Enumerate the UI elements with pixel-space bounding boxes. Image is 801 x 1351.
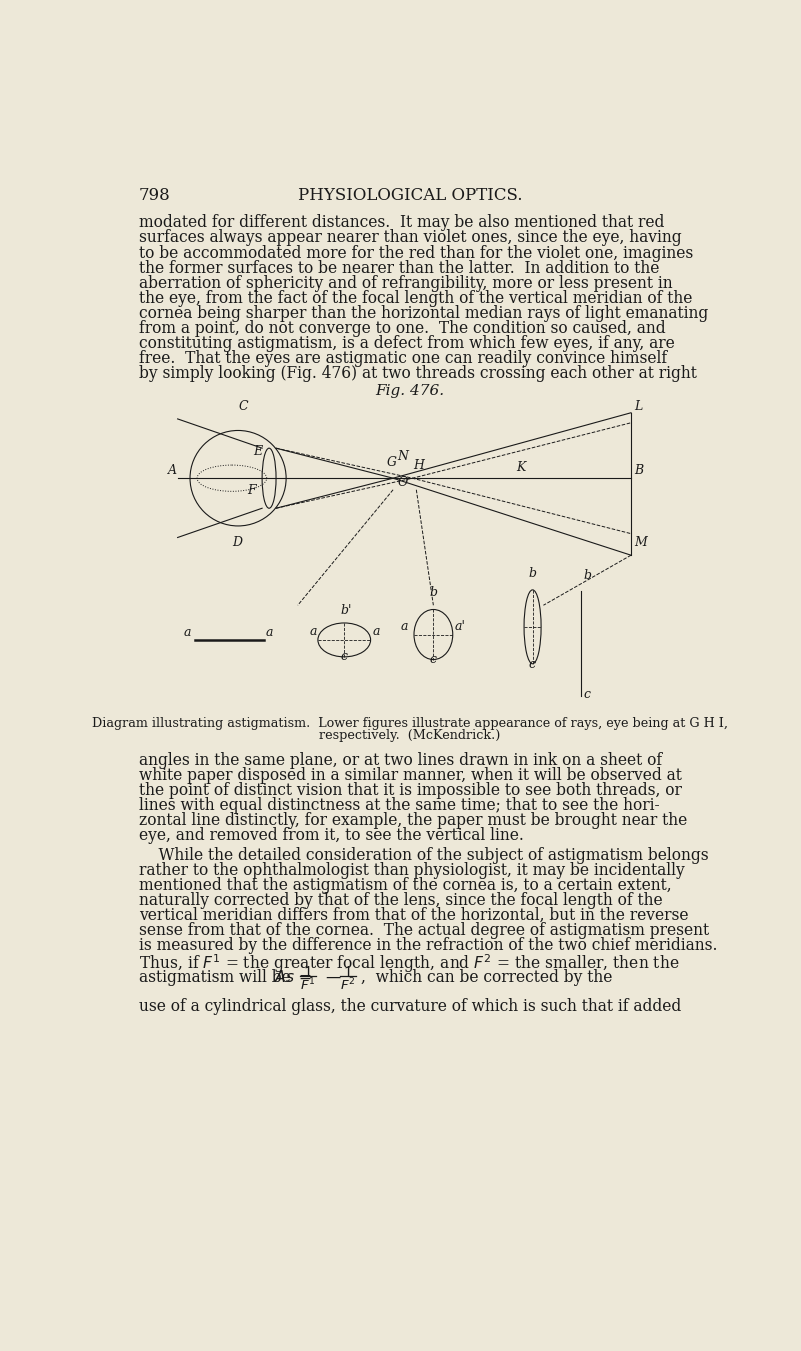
Text: b: b <box>584 569 592 582</box>
Text: constituting astigmatism, is a defect from which few eyes, if any, are: constituting astigmatism, is a defect fr… <box>139 335 674 351</box>
Text: Diagram illustrating astigmatism.  Lower figures illustrate appearance of rays, : Diagram illustrating astigmatism. Lower … <box>92 717 728 730</box>
Text: 1: 1 <box>344 966 352 981</box>
Text: naturally corrected by that of the lens, since the focal length of the: naturally corrected by that of the lens,… <box>139 892 662 909</box>
Text: M: M <box>634 536 647 549</box>
Text: white paper disposed in a similar manner, when it will be observed at: white paper disposed in a similar manner… <box>139 767 682 785</box>
Text: Thus, if $F^1$ = the greater focal length, and $F^2$ = the smaller, then the: Thus, if $F^1$ = the greater focal lengt… <box>139 952 679 975</box>
Text: While the detailed consideration of the subject of astigmatism belongs: While the detailed consideration of the … <box>139 847 709 865</box>
Text: PHYSIOLOGICAL OPTICS.: PHYSIOLOGICAL OPTICS. <box>298 186 522 204</box>
Text: c: c <box>584 688 590 701</box>
Text: B: B <box>634 465 643 477</box>
Text: a: a <box>309 626 317 638</box>
Text: from a point, do not converge to one.  The condition so caused, and: from a point, do not converge to one. Th… <box>139 320 666 336</box>
Text: c: c <box>340 650 348 663</box>
Text: aberration of sphericity and of refrangibility, more or less present in: aberration of sphericity and of refrangi… <box>139 274 673 292</box>
Text: ,  which can be corrected by the: , which can be corrected by the <box>360 969 612 986</box>
Text: to be accommodated more for the red than for the violet one, imagines: to be accommodated more for the red than… <box>139 245 693 262</box>
Text: lines with equal distinctness at the same time; that to see the hori-: lines with equal distinctness at the sam… <box>139 797 659 815</box>
Text: C: C <box>239 400 248 412</box>
Text: b: b <box>429 586 437 598</box>
Text: a: a <box>265 626 272 639</box>
Text: the former surfaces to be nearer than the latter.  In addition to the: the former surfaces to be nearer than th… <box>139 259 659 277</box>
Text: rather to the ophthalmologist than physiologist, it may be incidentally: rather to the ophthalmologist than physi… <box>139 862 685 880</box>
Text: D: D <box>231 536 242 549</box>
Text: vertical meridian differs from that of the horizontal, but in the reverse: vertical meridian differs from that of t… <box>139 907 688 924</box>
Text: O: O <box>398 476 408 489</box>
Text: F: F <box>248 484 256 497</box>
Text: A: A <box>168 465 177 477</box>
Text: mentioned that the astigmatism of the cornea is, to a certain extent,: mentioned that the astigmatism of the co… <box>139 877 671 894</box>
Text: L: L <box>634 400 642 412</box>
Text: surfaces always appear nearer than violet ones, since the eye, having: surfaces always appear nearer than viole… <box>139 230 682 246</box>
Text: modated for different distances.  It may be also mentioned that red: modated for different distances. It may … <box>139 215 664 231</box>
Text: 1: 1 <box>304 966 312 981</box>
Text: H: H <box>413 459 424 471</box>
Text: b': b' <box>340 604 352 616</box>
Text: 798: 798 <box>139 186 171 204</box>
Text: is measured by the difference in the refraction of the two chief meridians.: is measured by the difference in the ref… <box>139 938 718 954</box>
Text: astigmatism will be: astigmatism will be <box>139 969 296 986</box>
Text: N: N <box>398 450 409 463</box>
Text: use of a cylindrical glass, the curvature of which is such that if added: use of a cylindrical glass, the curvatur… <box>139 998 681 1015</box>
Text: sense from that of the cornea.  The actual degree of astigmatism present: sense from that of the cornea. The actua… <box>139 923 709 939</box>
Text: $\mathit{As}$ =: $\mathit{As}$ = <box>275 969 312 985</box>
Text: a: a <box>400 620 409 632</box>
Text: c: c <box>529 658 536 670</box>
Text: —: — <box>325 970 340 985</box>
Text: eye, and removed from it, to see the vertical line.: eye, and removed from it, to see the ver… <box>139 827 524 844</box>
Text: a': a' <box>454 620 465 632</box>
Text: zontal line distinctly, for example, the paper must be brought near the: zontal line distinctly, for example, the… <box>139 812 687 830</box>
Text: free.  That the eyes are astigmatic one can readily convince himself: free. That the eyes are astigmatic one c… <box>139 350 667 366</box>
Text: angles in the same plane, or at two lines drawn in ink on a sheet of: angles in the same plane, or at two line… <box>139 753 662 769</box>
Text: by simply looking (Fig. 476) at two threads crossing each other at right: by simply looking (Fig. 476) at two thre… <box>139 365 697 381</box>
Text: Fig. 476.: Fig. 476. <box>376 384 445 399</box>
Text: the eye, from the fact of the focal length of the vertical meridian of the: the eye, from the fact of the focal leng… <box>139 289 692 307</box>
Text: respectively.  (McKendrick.): respectively. (McKendrick.) <box>320 730 501 742</box>
Text: cornea being sharper than the horizontal median rays of light emanating: cornea being sharper than the horizontal… <box>139 304 708 322</box>
Text: $F^1$: $F^1$ <box>300 977 316 994</box>
Text: a: a <box>183 626 191 639</box>
Text: K: K <box>517 461 525 474</box>
Text: a: a <box>372 626 380 638</box>
Text: b: b <box>529 567 537 580</box>
Text: c: c <box>429 653 437 666</box>
Text: $F^2$: $F^2$ <box>340 977 356 994</box>
Text: G: G <box>387 455 396 469</box>
Text: the point of distinct vision that it is impossible to see both threads, or: the point of distinct vision that it is … <box>139 782 682 800</box>
Text: E: E <box>254 444 263 458</box>
